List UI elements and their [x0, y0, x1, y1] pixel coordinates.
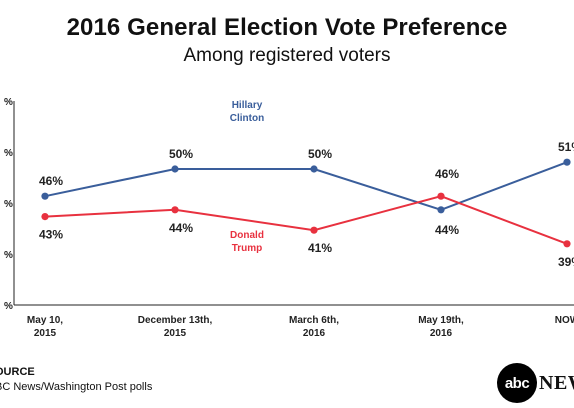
news-wordmark: NEWS [539, 371, 574, 394]
data-label: 43% [39, 228, 63, 242]
chart-title: 2016 General Election Vote Preference [66, 14, 508, 41]
data-label: 39% [558, 255, 574, 269]
series-name-label: Donald [230, 230, 264, 241]
chart-subtitle: Among registered voters [183, 45, 391, 66]
series-name-label: Hillary [232, 100, 263, 111]
y-tick-label: % [4, 199, 13, 210]
abc-logo-circle: abc [497, 363, 537, 403]
data-label: 44% [435, 223, 459, 237]
x-tick-label: May 19th, [418, 315, 464, 326]
y-tick-label: % [4, 97, 13, 108]
data-point [41, 192, 49, 200]
data-point [41, 213, 49, 221]
x-tick-label: 2016 [430, 328, 453, 339]
series-name-label: Trump [232, 243, 263, 254]
x-tick-label: 2016 [303, 328, 326, 339]
data-point [171, 206, 179, 214]
data-point [437, 192, 445, 200]
x-tick-label: March 6th, [289, 315, 339, 326]
data-label: 50% [308, 147, 332, 161]
data-label: 41% [308, 241, 332, 255]
y-tick-label: % [4, 250, 13, 261]
x-tick-label: 2015 [164, 328, 187, 339]
data-point [563, 158, 571, 166]
data-point [171, 165, 179, 173]
data-label: 50% [169, 147, 193, 161]
source-text: BC News/Washington Post polls [0, 381, 153, 393]
data-label: 46% [39, 174, 63, 188]
series-line-1 [44, 195, 568, 245]
x-tick-label: May 10, [27, 315, 63, 326]
series-name-label: Clinton [230, 113, 264, 124]
data-point [310, 226, 318, 234]
source-heading: OURCE [0, 366, 35, 378]
x-tick-label: December 13th, [138, 315, 213, 326]
data-point [310, 165, 318, 173]
data-point [437, 206, 445, 214]
data-label: 44% [169, 221, 193, 235]
x-tick-label: NOW [555, 315, 574, 326]
data-label: 51% [558, 140, 574, 154]
y-tick-label: % [4, 148, 13, 159]
series-line-0 [44, 161, 568, 211]
x-tick-label: 2015 [34, 328, 57, 339]
data-label: 46% [435, 167, 459, 181]
abc-news-logo: abc NEWS [497, 362, 574, 404]
data-point [563, 240, 571, 248]
y-tick-label: % [4, 301, 13, 312]
